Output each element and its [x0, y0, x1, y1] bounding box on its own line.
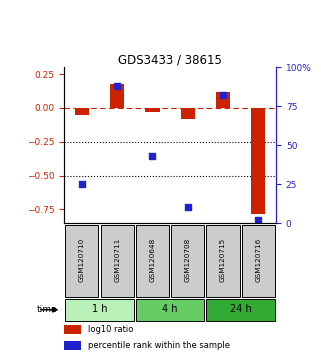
Bar	[75, 108, 89, 115]
Text: GSM120715: GSM120715	[220, 238, 226, 282]
Bar	[100, 224, 134, 297]
Bar	[216, 92, 230, 108]
Text: 1 h: 1 h	[92, 304, 107, 314]
Text: 4 h: 4 h	[162, 304, 178, 314]
Bar	[64, 325, 81, 333]
Bar	[136, 299, 204, 321]
Bar	[136, 224, 169, 297]
Point	[79, 181, 84, 187]
Bar	[181, 108, 195, 119]
Point	[150, 153, 155, 159]
Text: GSM120716: GSM120716	[256, 238, 261, 282]
Text: GSM120710: GSM120710	[79, 238, 85, 282]
Point	[221, 92, 226, 98]
Bar	[171, 224, 204, 297]
Text: percentile rank within the sample: percentile rank within the sample	[88, 341, 230, 350]
Title: GDS3433 / 38615: GDS3433 / 38615	[118, 53, 222, 66]
Bar	[65, 224, 99, 297]
Text: 24 h: 24 h	[230, 304, 252, 314]
Bar	[206, 224, 240, 297]
Point	[185, 205, 190, 210]
Bar	[145, 108, 160, 112]
Text: time: time	[37, 305, 58, 314]
Text: GSM120711: GSM120711	[114, 238, 120, 282]
Text: log10 ratio: log10 ratio	[88, 325, 133, 333]
Bar	[206, 299, 275, 321]
Bar	[110, 84, 124, 108]
Point	[256, 217, 261, 223]
Text: GSM120648: GSM120648	[150, 238, 155, 282]
Bar	[242, 224, 275, 297]
Point	[115, 83, 120, 89]
Bar	[65, 299, 134, 321]
Text: GSM120708: GSM120708	[185, 238, 191, 282]
Bar	[251, 108, 265, 213]
Bar	[64, 341, 81, 350]
